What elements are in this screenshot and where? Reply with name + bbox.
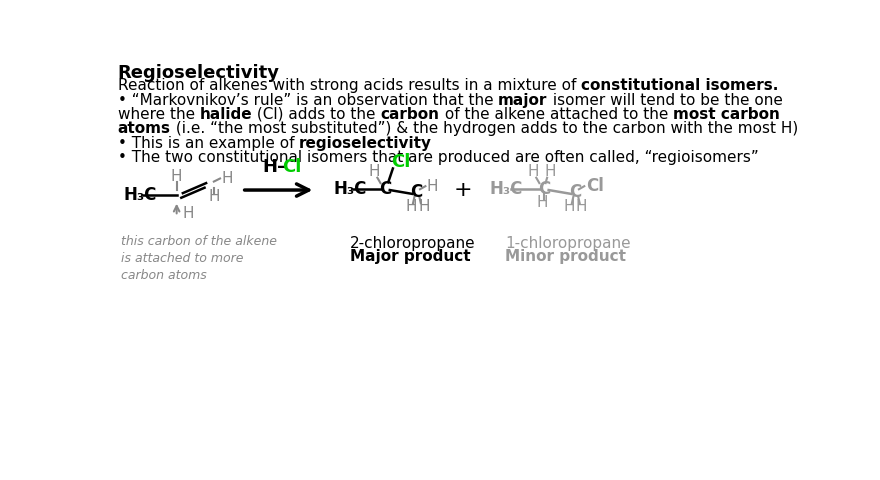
Text: Cl: Cl <box>586 177 604 195</box>
Text: H: H <box>183 205 194 221</box>
Text: Reaction of alkenes with strong acids results in a mixture of: Reaction of alkenes with strong acids re… <box>118 78 581 94</box>
Text: H: H <box>563 199 575 214</box>
Text: H–: H– <box>262 158 287 176</box>
Text: regioselectivity: regioselectivity <box>299 136 432 151</box>
Text: C: C <box>568 183 581 201</box>
Text: H: H <box>418 199 429 214</box>
Text: Regioselectivity: Regioselectivity <box>118 64 280 82</box>
Text: 2-chloropropane: 2-chloropropane <box>350 236 476 251</box>
Text: where the: where the <box>118 107 200 122</box>
Text: carbon: carbon <box>381 107 440 122</box>
Text: most carbon: most carbon <box>673 107 780 122</box>
Text: +: + <box>453 180 472 200</box>
Text: C: C <box>538 180 550 197</box>
Text: H: H <box>427 179 438 194</box>
Text: C: C <box>410 183 422 201</box>
Text: this carbon of the alkene
is attached to more
carbon atoms: this carbon of the alkene is attached to… <box>121 235 277 282</box>
Text: Cl: Cl <box>282 158 302 176</box>
Text: (Cl) adds to the: (Cl) adds to the <box>253 107 381 122</box>
Text: H: H <box>527 164 539 179</box>
Text: • “Markovnikov’s rule” is an observation that the: • “Markovnikov’s rule” is an observation… <box>118 93 498 108</box>
Text: H: H <box>576 199 587 214</box>
Text: H: H <box>208 190 220 204</box>
Text: H₃C: H₃C <box>124 186 158 204</box>
Text: Minor product: Minor product <box>505 249 627 264</box>
Text: H: H <box>545 164 556 179</box>
Text: H: H <box>369 164 380 179</box>
Text: major: major <box>498 93 547 108</box>
Text: isomer will tend to be the one: isomer will tend to be the one <box>547 93 782 108</box>
Text: H: H <box>222 171 233 186</box>
Text: • The two constitutional isomers that are produced are often called, “regioisome: • The two constitutional isomers that ar… <box>118 150 759 165</box>
Text: Major product: Major product <box>350 249 471 264</box>
Text: halide: halide <box>200 107 253 122</box>
Text: H₃C: H₃C <box>334 180 367 197</box>
Text: Cl: Cl <box>392 153 411 171</box>
Text: • This is an example of: • This is an example of <box>118 136 299 151</box>
Text: H: H <box>537 195 548 210</box>
Text: of the alkene attached to the: of the alkene attached to the <box>440 107 673 122</box>
Text: atoms: atoms <box>118 121 171 136</box>
Text: C: C <box>379 180 392 197</box>
Text: H: H <box>171 168 182 184</box>
Text: constitutional isomers.: constitutional isomers. <box>581 78 779 94</box>
Text: 1-chloropropane: 1-chloropropane <box>505 236 631 251</box>
Text: H: H <box>406 199 417 214</box>
Text: (i.e. “the most substituted”) & the hydrogen adds to the carbon with the most H): (i.e. “the most substituted”) & the hydr… <box>171 121 798 136</box>
Text: H₃C: H₃C <box>490 180 523 197</box>
